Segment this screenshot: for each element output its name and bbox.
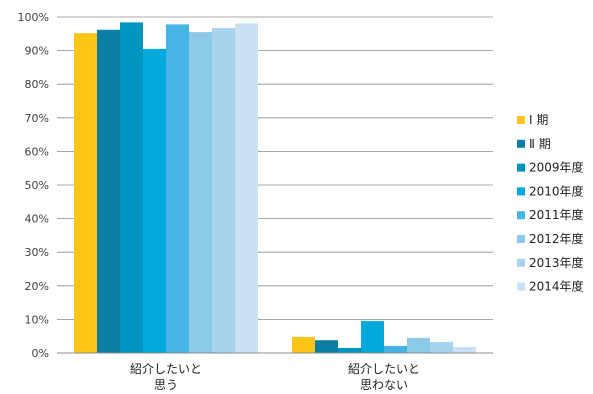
y-tick-label: 50%: [25, 179, 49, 192]
y-tick-label: 70%: [25, 112, 49, 125]
legend-swatch: [517, 258, 525, 267]
bar: [384, 345, 407, 353]
bar: [189, 32, 212, 354]
category-label: 思わない: [360, 378, 408, 392]
category-label: 紹介したいと: [130, 362, 202, 376]
legend-label: 2014年度: [529, 279, 584, 294]
bar: [235, 23, 258, 353]
legend-label: Ⅱ 期: [529, 137, 551, 151]
legend-swatch: [517, 282, 525, 291]
bar: [315, 340, 338, 353]
y-tick-label: 40%: [25, 213, 49, 226]
y-tick-label: 60%: [25, 145, 49, 158]
legend-label: Ⅰ 期: [529, 113, 548, 127]
bar: [407, 337, 430, 353]
legend-label: 2012年度: [529, 231, 584, 246]
bar: [97, 29, 120, 353]
bar: [212, 28, 235, 353]
legend-label: 2013年度: [529, 255, 584, 270]
legend-label: 2009年度: [529, 160, 584, 175]
bar: [166, 24, 189, 354]
bar: [338, 347, 361, 353]
y-tick-label: 90%: [25, 45, 49, 58]
y-tick-label: 80%: [25, 78, 49, 91]
bars: [74, 22, 476, 354]
legend-swatch: [517, 116, 525, 124]
legend-swatch: [517, 235, 525, 243]
category-label: 思う: [154, 378, 178, 392]
y-tick-label: 20%: [25, 280, 49, 293]
bar: [120, 22, 143, 353]
bar: [430, 341, 453, 353]
y-tick-label: 10%: [25, 313, 49, 326]
legend-label: 2010年度: [529, 183, 584, 198]
bar: [453, 346, 476, 353]
bar: [74, 33, 97, 354]
y-tick-label: 100%: [18, 11, 49, 24]
legend: Ⅰ 期 Ⅱ 期 2009年度 2010年度 2011年度 2012年度 2013年度 2014…: [517, 113, 584, 294]
legend-swatch: [517, 211, 525, 220]
legend-swatch: [517, 139, 525, 148]
bar: [143, 48, 166, 354]
y-tick-label: 0%: [32, 347, 49, 360]
legend-swatch: [517, 163, 525, 172]
legend-swatch: [517, 187, 525, 196]
bar: [361, 321, 384, 353]
y-axis-ticks: 0% 10% 20% 30% 40% 50% 60% 70% 80% 90% 100%: [18, 11, 49, 360]
y-tick-label: 30%: [25, 246, 49, 259]
bar: [292, 336, 315, 353]
legend-label: 2011年度: [529, 207, 584, 222]
category-label: 紹介したいと: [348, 362, 420, 376]
